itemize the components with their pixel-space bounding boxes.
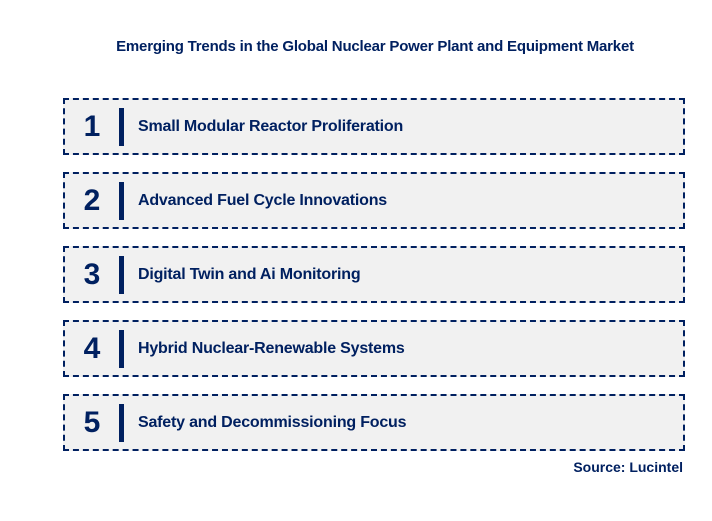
trend-number: 4 bbox=[83, 331, 101, 365]
vertical-divider bbox=[119, 403, 124, 442]
trend-item-4: 4 Hybrid Nuclear-Renewable Systems bbox=[63, 320, 685, 377]
vertical-divider bbox=[119, 107, 124, 146]
trend-number: 1 bbox=[83, 109, 101, 143]
trend-number: 5 bbox=[83, 405, 101, 439]
trend-number: 3 bbox=[83, 257, 101, 291]
source-attribution: Source: Lucintel bbox=[573, 459, 683, 475]
trend-label: Small Modular Reactor Proliferation bbox=[138, 117, 404, 135]
trend-item-5: 5 Safety and Decommissioning Focus bbox=[63, 394, 685, 451]
trend-label: Digital Twin and Ai Monitoring bbox=[138, 265, 361, 283]
page-title: Emerging Trends in the Global Nuclear Po… bbox=[116, 38, 634, 55]
trend-item-2: 2 Advanced Fuel Cycle Innovations bbox=[63, 172, 685, 229]
vertical-divider bbox=[119, 181, 124, 220]
trend-item-3: 3 Digital Twin and Ai Monitoring bbox=[63, 246, 685, 303]
trend-label: Safety and Decommissioning Focus bbox=[138, 413, 407, 431]
vertical-divider bbox=[119, 255, 124, 294]
trend-list: 1 Small Modular Reactor Proliferation 2 … bbox=[63, 98, 685, 468]
trend-label: Hybrid Nuclear-Renewable Systems bbox=[138, 339, 405, 357]
trend-label: Advanced Fuel Cycle Innovations bbox=[138, 191, 387, 209]
trend-number: 2 bbox=[83, 183, 101, 217]
vertical-divider bbox=[119, 329, 124, 368]
trend-item-1: 1 Small Modular Reactor Proliferation bbox=[63, 98, 685, 155]
